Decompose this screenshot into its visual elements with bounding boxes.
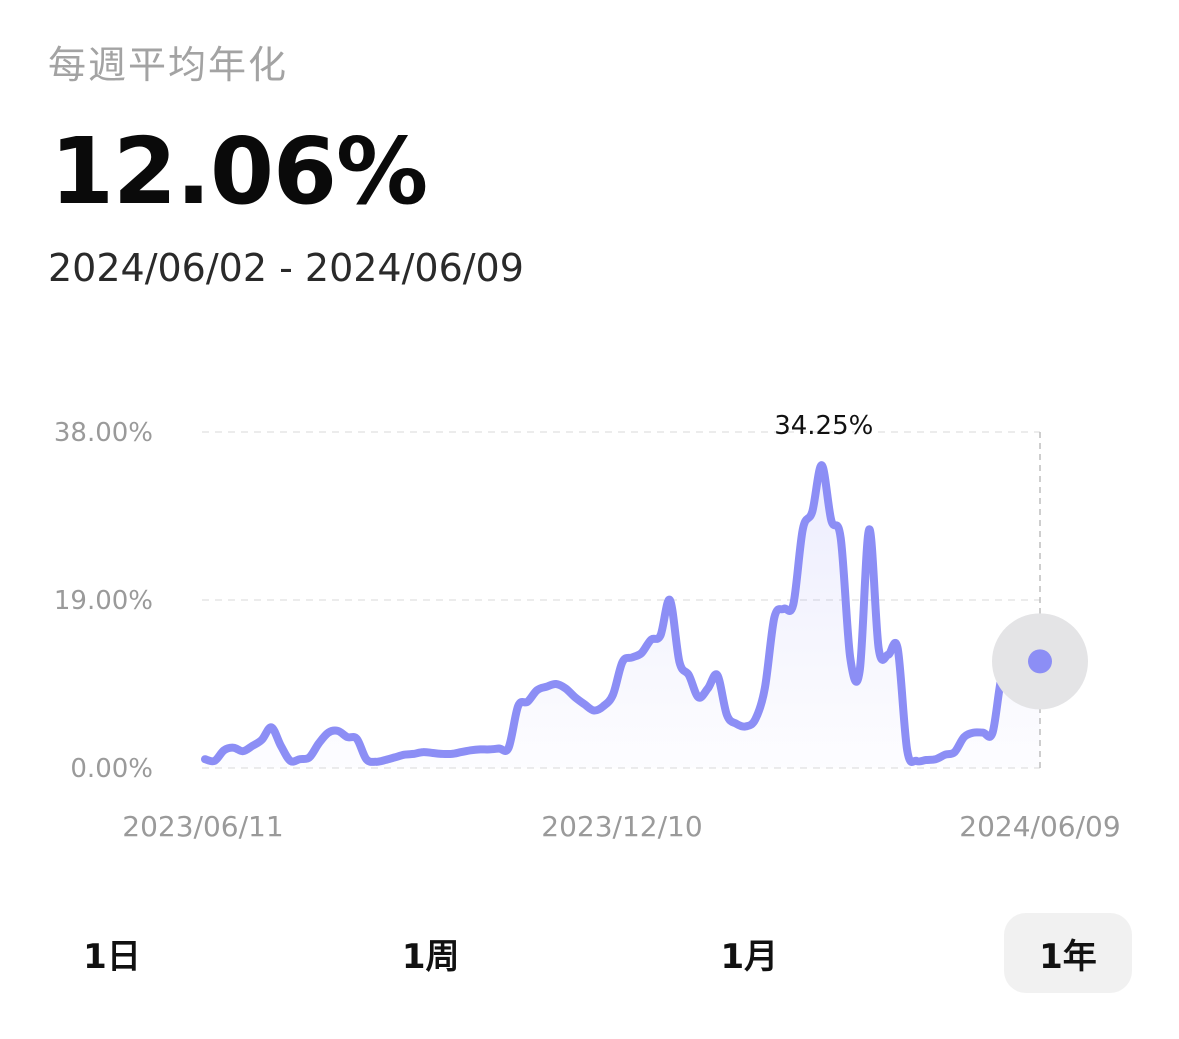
range-selector: 1日 1周 1月 1年 — [48, 912, 1132, 994]
range-tab-1m[interactable]: 1月 — [720, 936, 779, 977]
range-tab-1w[interactable]: 1周 — [401, 936, 460, 977]
x-tick-label: 2023/06/11 — [122, 810, 283, 843]
current-value: 12.06% — [50, 118, 428, 225]
peak-label: 34.25% — [774, 411, 873, 441]
y-axis-labels: 38.00% 19.00% 0.00% — [54, 418, 153, 784]
area-fill — [205, 465, 1040, 768]
x-axis-labels: 2023/06/11 2023/12/10 2024/06/09 — [122, 810, 1120, 843]
x-tick-label: 2023/12/10 — [541, 810, 702, 843]
current-point[interactable] — [1028, 649, 1052, 674]
series-line — [201, 461, 1044, 767]
range-tab-1d[interactable]: 1日 — [83, 936, 141, 977]
chart-subtitle: 每週平均年化 — [48, 43, 289, 87]
y-tick-label: 38.00% — [54, 418, 153, 448]
y-tick-label: 0.00% — [70, 754, 153, 784]
y-tick-label: 19.00% — [54, 586, 153, 616]
date-range: 2024/06/02 - 2024/06/09 — [48, 246, 524, 290]
range-tab-1y[interactable]: 1年 — [1003, 913, 1132, 993]
apy-chart[interactable]: 38.00%19.00%0.00% 2023/06/11 2023/12/10 20… — [0, 0, 1179, 880]
x-tick-label: 2024/06/09 — [959, 810, 1120, 843]
